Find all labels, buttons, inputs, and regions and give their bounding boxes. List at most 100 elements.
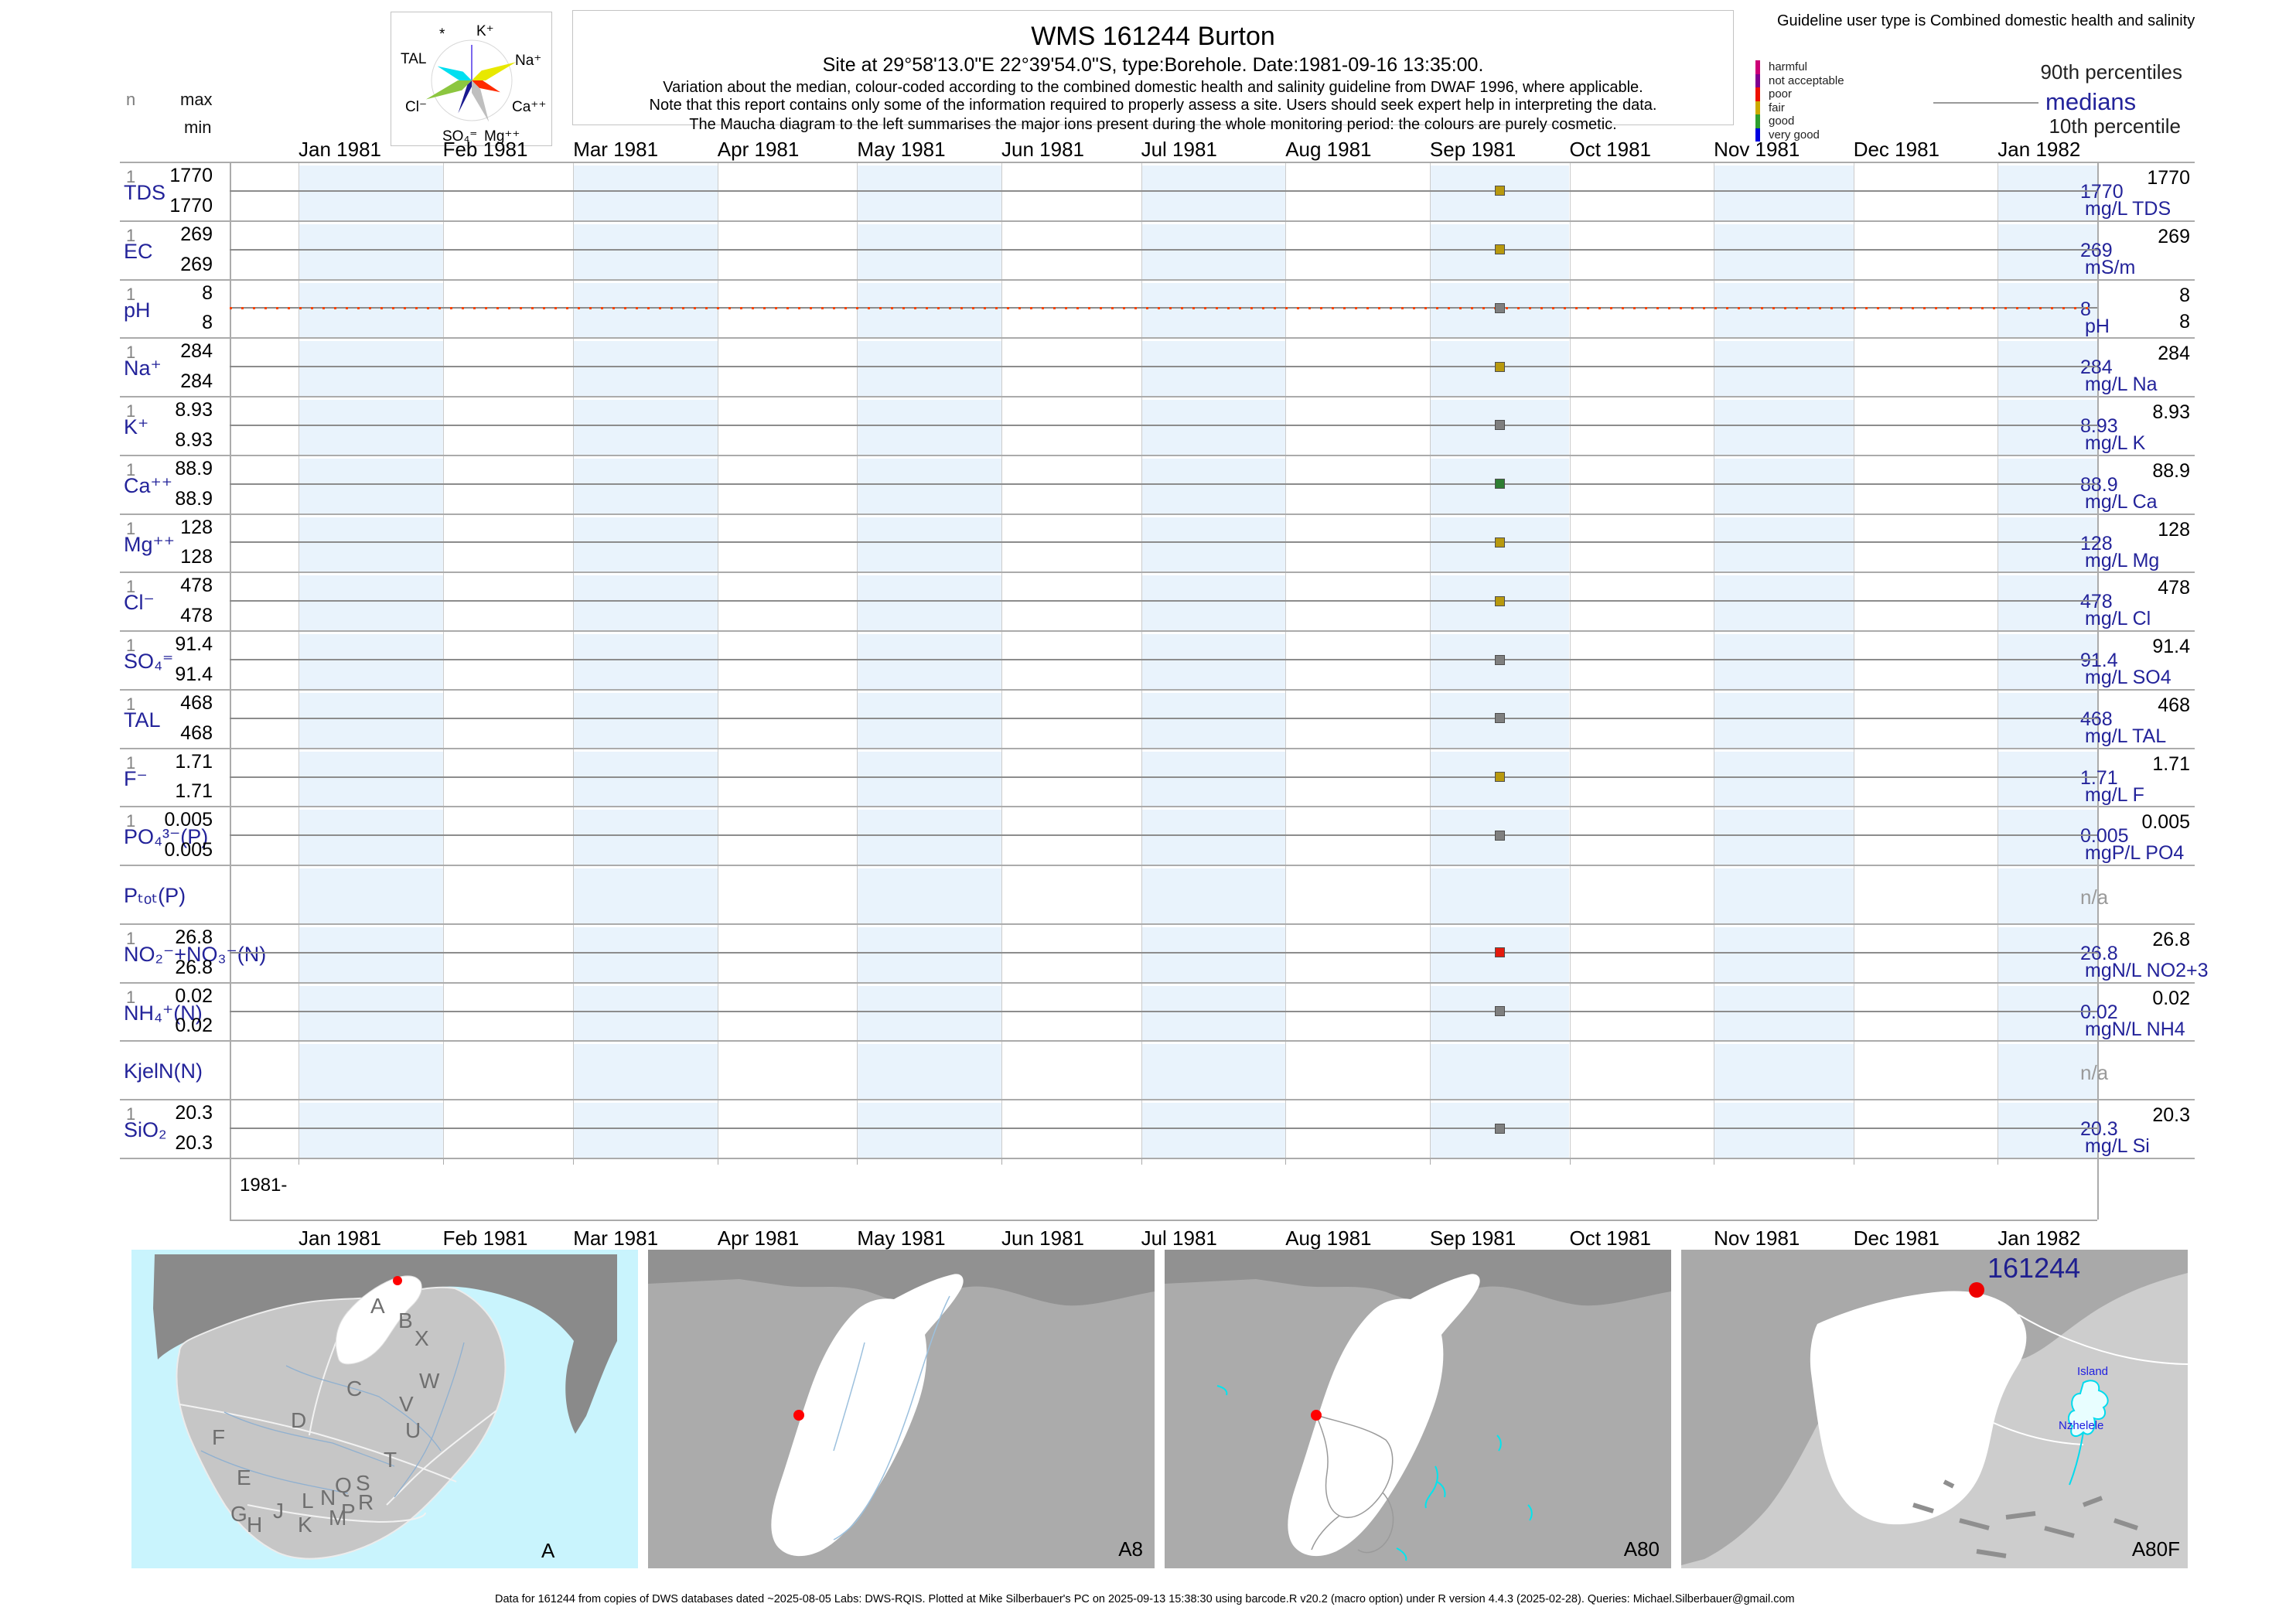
sample-marker [1494, 830, 1505, 841]
month-band [573, 634, 718, 689]
parameter-name: TDS [124, 181, 165, 204]
parameter-name: PO₄³⁻(P) [124, 825, 209, 849]
month-band [1997, 810, 2097, 865]
p90-value: 284 [2158, 343, 2190, 365]
month-band [573, 868, 718, 923]
month-band [1714, 692, 1854, 748]
month-band [1429, 868, 1570, 923]
max-value: 0.005 [164, 809, 213, 831]
month-band [1141, 223, 1286, 279]
month-label-top: Nov 1981 [1714, 138, 1800, 161]
month-band [1714, 575, 1854, 631]
min-value: 1.71 [175, 780, 213, 803]
maucha-ion-label: SO₄⁼ [442, 128, 477, 145]
month-label-bottom: May 1981 [857, 1227, 946, 1250]
median-line [230, 776, 2097, 778]
month-band [857, 1103, 1001, 1158]
sample-marker [1494, 1123, 1505, 1134]
month-band [857, 692, 1001, 748]
unit-label: mg/L Ca [2085, 490, 2158, 513]
median-value: 88.9 [2080, 473, 2118, 496]
region-letter-labels: ABX C WVU D F T E Q S L N R J PM G H K [212, 1294, 440, 1537]
northern-land [1165, 1250, 1671, 1306]
sample-marker [1494, 420, 1505, 431]
p90-value: 1770 [2147, 167, 2190, 189]
median-value: 26.8 [2080, 942, 2118, 964]
month-label-top: Mar 1981 [573, 138, 659, 161]
month-band [1714, 341, 1854, 397]
sample-marker [1494, 361, 1505, 372]
month-label-bottom: Sep 1981 [1429, 1227, 1516, 1250]
unit-label: mg/L K [2085, 432, 2146, 454]
map-a8-primary-catchment: A8 [648, 1250, 1155, 1568]
region-letter: B [398, 1308, 413, 1332]
month-band [1141, 400, 1286, 455]
region-letter: Q [335, 1473, 352, 1497]
median-line [230, 717, 2097, 719]
month-band [857, 165, 1001, 220]
month-label-bottom: Feb 1981 [442, 1227, 528, 1250]
site-location-dot [793, 1410, 804, 1421]
maucha-ion-label: * [439, 26, 445, 43]
median-line [230, 541, 2097, 544]
sample-count: 1 [126, 167, 136, 186]
row-separator [120, 1040, 2195, 1042]
median-value: 1.71 [2080, 766, 2118, 789]
month-label-top: Dec 1981 [1853, 138, 1939, 161]
min-value: 478 [180, 605, 213, 627]
maucha-ion-label: Mg⁺⁺ [484, 128, 520, 145]
max-value: 91.4 [175, 633, 213, 656]
p90-value: 20.3 [2152, 1104, 2190, 1127]
month-label-top: Jan 1982 [1997, 138, 2081, 161]
note-variation: Variation about the median, colour-coded… [663, 79, 1643, 96]
max-value: 8 [202, 281, 213, 304]
month-band [1141, 282, 1286, 338]
median-value: 91.4 [2080, 650, 2118, 672]
month-band [1997, 341, 2097, 397]
sample-marker [1494, 479, 1505, 490]
site-location-dot [1311, 1410, 1322, 1421]
p10-legend-label: 10th percentile [2049, 114, 2181, 138]
month-band [1997, 165, 2097, 220]
median-value: 269 [2080, 239, 2113, 261]
row-separator [120, 688, 2195, 691]
month-band [1429, 1044, 1570, 1100]
sample-count: 1 [126, 225, 136, 245]
maucha-wedge-Ca⁺⁺ [472, 80, 500, 93]
maucha-diagram: * K⁺ Na⁺ Ca⁺⁺ Mg⁺⁺ SO₄⁼ Cl⁻ TAL [401, 23, 546, 145]
median-value: 1770 [2080, 181, 2124, 203]
row-separator [120, 806, 2195, 808]
month-band [1714, 1044, 1854, 1100]
month-band [1714, 751, 1854, 807]
surrounding-terrain [1681, 1250, 2188, 1565]
sample-count: 1 [126, 459, 136, 479]
year-axis-tick [573, 1157, 575, 1165]
month-band [299, 341, 443, 397]
sample-marker [1494, 595, 1505, 606]
month-band [1714, 517, 1854, 572]
row-separator [120, 747, 2195, 749]
year-axis-tick [1141, 1157, 1142, 1165]
sample-count: 1 [126, 1104, 136, 1124]
median-legend-line [1933, 102, 2038, 104]
sample-count: 1 [126, 284, 136, 304]
map-a80f-quaternary-catchment: 161244 Island Nzhelele A80F [1681, 1250, 2189, 1568]
boundary-lines [1993, 1314, 2189, 1445]
region-letter: P [341, 1499, 356, 1523]
parameter-name: KjelN(N) [124, 1059, 203, 1083]
month-label-bottom: Nov 1981 [1714, 1227, 1800, 1250]
median-line [230, 424, 2097, 426]
median-value: 0.005 [2080, 825, 2129, 848]
region-letter: A [370, 1294, 385, 1318]
month-band [573, 1103, 718, 1158]
p90-legend-label: 90th percentiles [2040, 60, 2182, 84]
median-value: 0.02 [2080, 1001, 2118, 1023]
month-label-top: May 1981 [857, 138, 946, 161]
ph-guideline-line [230, 306, 2097, 309]
parameter-name: TAL [124, 708, 161, 732]
month-band [1141, 517, 1286, 572]
parameter-name: pH [124, 298, 151, 322]
month-band [299, 400, 443, 455]
place-label-island: Island [2077, 1365, 2108, 1378]
